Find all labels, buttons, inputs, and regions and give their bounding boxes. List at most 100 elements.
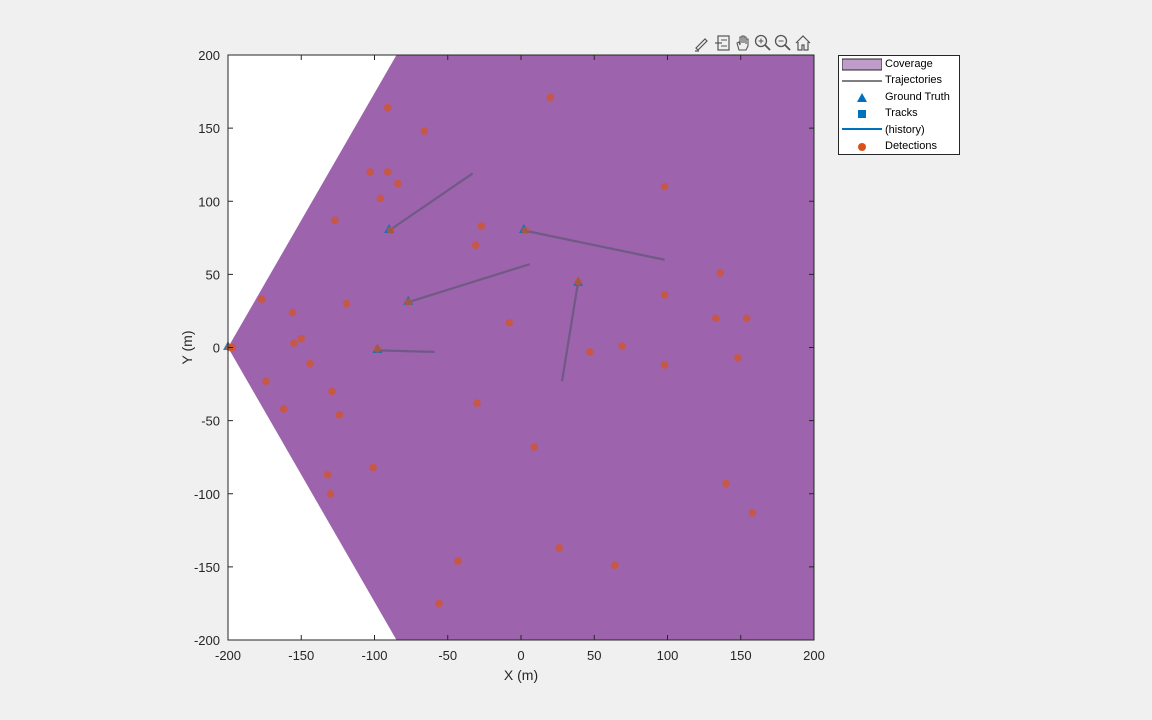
trajectory-line [560, 281, 580, 382]
detection-point [383, 103, 392, 112]
detection-point [279, 405, 288, 413]
detection-point [369, 463, 377, 472]
detection-point [306, 359, 314, 368]
x-axis-ticks: -200 -150 -100 -50 0 50 100 150 200 [215, 55, 825, 663]
legend-label-ground-truth: Ground Truth [885, 91, 950, 103]
detection-point [257, 295, 266, 304]
detection-point [262, 377, 270, 385]
trajectories-layer [377, 172, 665, 382]
detection-point [326, 489, 335, 498]
x-tick-label: -100 [361, 648, 387, 663]
coverage-layer [228, 55, 814, 640]
detection-point [660, 291, 669, 299]
coverage-area [228, 55, 814, 640]
detection-point [454, 557, 462, 565]
y-tick-label: -100 [194, 487, 220, 502]
x-tick-label: 200 [803, 648, 825, 663]
detection-point [297, 334, 306, 343]
detection-point [366, 168, 374, 176]
x-tick-label: -50 [438, 648, 457, 663]
detection-point [477, 222, 486, 230]
x-tick-label: 50 [587, 648, 601, 663]
legend-item-detections: Detections [839, 139, 959, 155]
x-tick-label: -150 [288, 648, 314, 663]
x-tick-label: -200 [215, 648, 241, 663]
detection-point [331, 216, 339, 225]
axes-toolbar [693, 33, 815, 53]
legend-label-coverage: Coverage [885, 58, 933, 70]
detection-point [335, 410, 344, 419]
detection-point [742, 314, 751, 323]
detection-point [342, 299, 351, 308]
coverage-swatch [842, 58, 882, 71]
trajectory-line [388, 172, 474, 232]
trajectory-line [377, 349, 435, 353]
tracks-square-icon [858, 110, 866, 118]
detection-point [394, 179, 402, 188]
y-tick-label: 200 [198, 48, 220, 63]
y-tick-label: 100 [198, 194, 220, 209]
edit-icon[interactable] [693, 33, 713, 53]
detection-point [290, 339, 298, 347]
detection-point [420, 127, 429, 135]
detection-point [386, 226, 395, 235]
trajectory-line-symbol [842, 80, 882, 82]
x-axis-label: X (m) [504, 667, 538, 683]
detection-point [610, 561, 619, 570]
legend-label-detections: Detections [885, 140, 937, 152]
legend-item-ground-truth: Ground Truth [839, 90, 959, 106]
detection-point [618, 342, 626, 350]
trajectory-line [523, 229, 665, 261]
detection-point [660, 182, 669, 191]
pan-icon[interactable] [733, 33, 753, 53]
y-tick-label: 150 [198, 121, 220, 136]
detection-point [505, 318, 514, 327]
y-tick-label: 50 [206, 267, 220, 282]
y-tick-label: -50 [201, 414, 220, 429]
legend-item-coverage: Coverage [839, 57, 959, 73]
trajectory-line [407, 263, 531, 304]
detections-layer [225, 93, 757, 608]
detection-point [716, 269, 725, 277]
home-icon[interactable] [793, 33, 813, 53]
y-axis-ticks: -200 -150 -100 -50 0 50 100 150 200 [194, 48, 814, 648]
legend-label-trajectories: Trajectories [885, 74, 943, 86]
detection-point [586, 348, 594, 356]
x-tick-label: 100 [657, 648, 679, 663]
detection-point [373, 345, 382, 353]
detection-point [323, 470, 332, 479]
y-tick-label: 0 [213, 341, 220, 356]
detection-point [473, 399, 481, 407]
detections-dot-icon [858, 143, 866, 151]
detection-point [660, 361, 669, 369]
detection-point [435, 599, 443, 608]
detection-point [521, 226, 530, 235]
detection-point [722, 479, 730, 488]
detection-point [376, 194, 385, 203]
legend-label-history: (history) [885, 124, 925, 136]
detection-point [748, 508, 757, 517]
detection-point [404, 298, 412, 306]
legend-item-history: (history) [839, 123, 959, 139]
detection-point [328, 387, 336, 396]
detection-point [555, 544, 563, 552]
detection-point [383, 168, 392, 176]
legend-item-tracks: Tracks [839, 106, 959, 122]
y-tick-label: -200 [194, 633, 220, 648]
detection-point [546, 93, 555, 102]
x-tick-label: 0 [517, 648, 524, 663]
detection-point [574, 277, 582, 286]
x-tick-label: 150 [730, 648, 752, 663]
legend-label-tracks: Tracks [885, 107, 918, 119]
legend[interactable]: Coverage Trajectories Ground Truth Track… [838, 55, 960, 155]
zoom-out-icon[interactable] [773, 33, 793, 53]
detection-point [288, 308, 297, 317]
y-axis-label: Y (m) [179, 331, 195, 365]
data-tips-icon[interactable] [713, 33, 733, 53]
detection-point [530, 443, 538, 451]
detection-point [712, 314, 720, 323]
detection-point [734, 353, 742, 362]
history-line-symbol [842, 128, 882, 130]
zoom-in-icon[interactable] [753, 33, 773, 53]
